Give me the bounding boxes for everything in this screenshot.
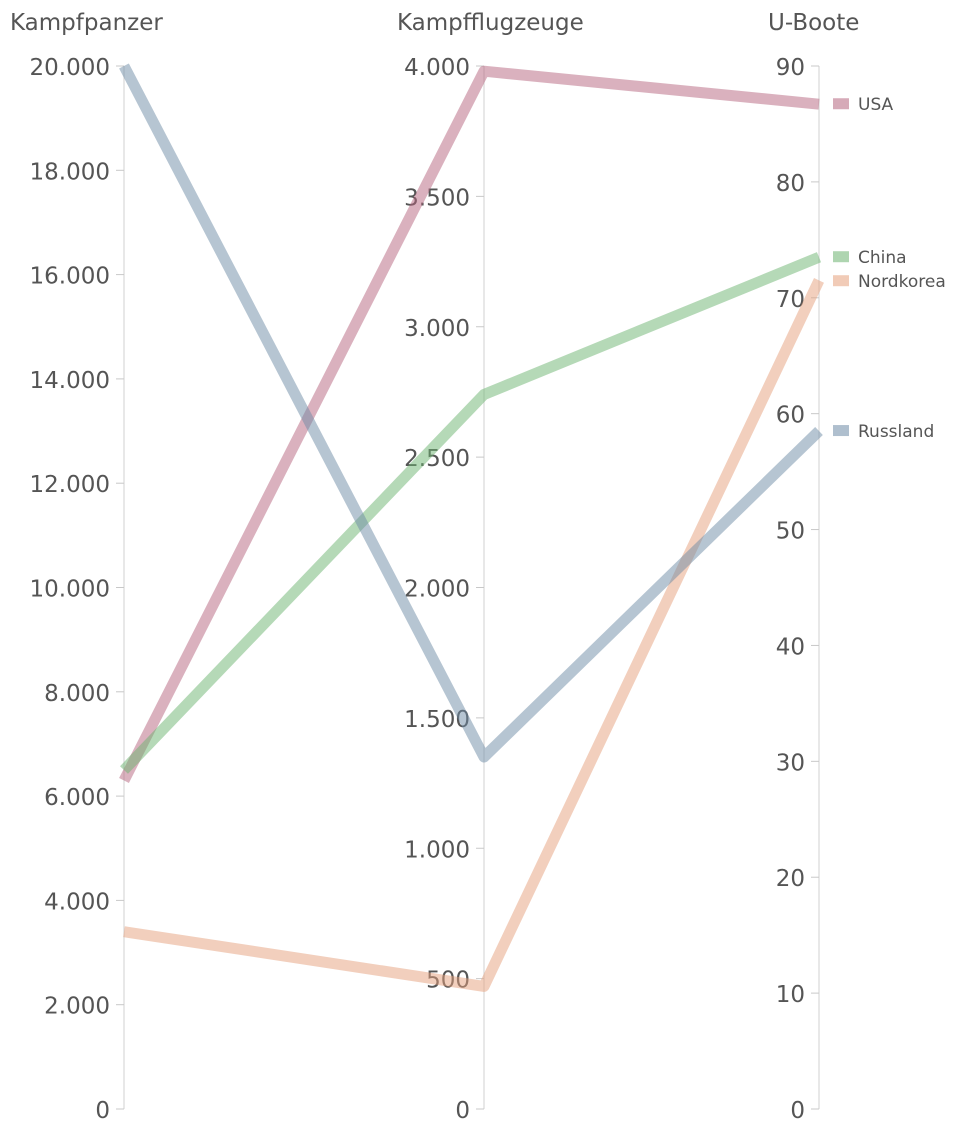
legend-label-usa: USA [858,95,894,115]
tick-label: 3.000 [404,316,470,342]
tick-label: 18.000 [30,159,110,185]
tick-label: 20.000 [30,55,110,81]
tick-label: 50 [776,519,805,545]
legend-item-usa: USA [833,95,894,115]
series-line-russland [119,63,823,763]
tick-label: 40 [776,634,805,660]
series-line-nordkorea [123,278,824,992]
series-line-china [120,252,822,774]
tick-label: 10 [776,982,805,1008]
legend-label-russland: Russland [858,422,934,442]
legend-item-nordkorea: Nordkorea [833,272,946,292]
tick-label: 1.000 [404,837,470,863]
axis-title-kampfpanzer: Kampfpanzer [10,10,163,36]
tick-label: 12.000 [30,472,110,498]
tick-label: 90 [776,55,805,81]
tick-label: 14.000 [30,368,110,394]
tick-label: 16.000 [30,264,110,290]
legend-item-china: China [833,248,907,268]
tick-label: 60 [776,403,805,429]
legend: USA China Nordkorea Russland [833,95,946,442]
tick-label: 2.000 [44,994,110,1020]
tick-label: 4.000 [404,55,470,81]
legend-swatch-usa [833,98,849,110]
series-layer [119,63,824,992]
tick-label: 20 [776,866,805,892]
series-line-usa [119,65,820,783]
tick-label: 2.000 [404,577,470,603]
legend-swatch-nordkorea [833,275,849,287]
tick-label: 0 [790,1098,805,1124]
tick-label: 4.000 [44,889,110,915]
axis-title-kampfflugzeuge: Kampfflugzeuge [397,10,584,36]
tick-label: 10.000 [30,577,110,603]
tick-label: 8.000 [44,681,110,707]
tick-label: 0 [95,1098,110,1124]
tick-label: 6.000 [44,785,110,811]
legend-label-nordkorea: Nordkorea [858,272,946,292]
tick-label: 30 [776,750,805,776]
tick-label: 80 [776,171,805,197]
legend-label-china: China [858,248,907,268]
legend-item-russland: Russland [833,422,934,442]
tick-label: 0 [455,1098,470,1124]
axes-layer: Kampfpanzer 0 2.000 4.000 6.000 8.000 10.000 12… [10,10,859,1124]
axis-title-u-boote: U-Boote [768,10,859,36]
legend-swatch-russland [833,425,849,437]
legend-swatch-china [833,251,849,263]
